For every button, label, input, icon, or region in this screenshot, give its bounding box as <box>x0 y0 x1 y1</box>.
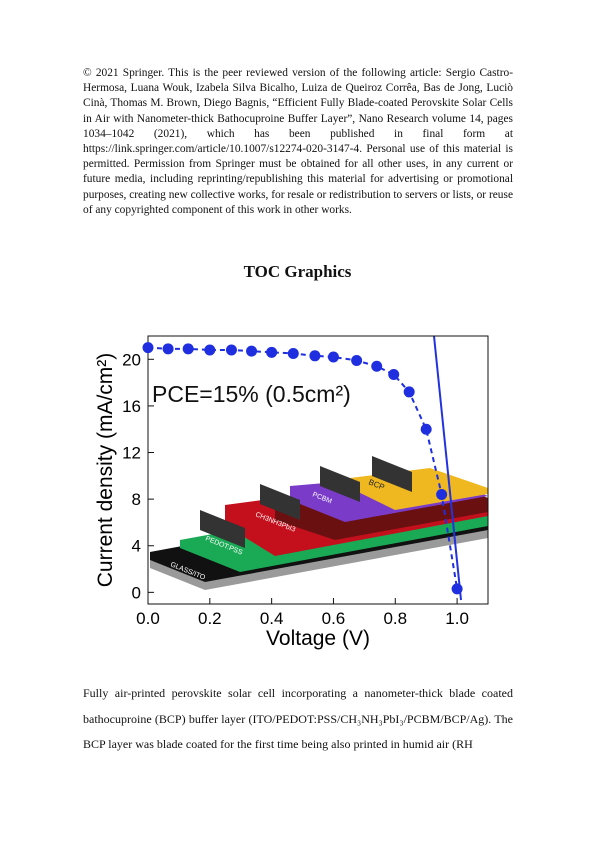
y-tick-label: 12 <box>122 444 141 463</box>
data-point <box>246 345 258 357</box>
x-tick-label: 0.8 <box>383 609 407 628</box>
y-tick-label: 8 <box>132 490 141 509</box>
x-axis-title: Voltage (V) <box>266 627 370 650</box>
data-point <box>420 423 432 435</box>
plot-frame <box>147 335 489 605</box>
data-point <box>142 342 154 354</box>
data-point <box>403 386 415 398</box>
data-point <box>451 583 463 595</box>
data-point <box>388 368 400 380</box>
data-point <box>225 344 237 356</box>
fit-line <box>433 335 462 601</box>
blade <box>320 466 360 502</box>
section-title: TOC Graphics <box>243 262 352 281</box>
data-point <box>162 343 174 355</box>
data-point <box>204 344 216 356</box>
blade <box>260 484 300 520</box>
data-line <box>147 346 459 590</box>
y-tick-label: 4 <box>132 537 141 556</box>
x-tick-label: 0.0 <box>136 609 160 628</box>
copyright-notice: © 2021 Springer. This is the peer review… <box>83 67 513 216</box>
y-tick-label: 16 <box>122 397 141 416</box>
y-tick-label: 20 <box>122 350 141 369</box>
caption: Fully air-printed perovskite solar cell … <box>83 686 513 751</box>
data-point <box>371 360 383 372</box>
x-tick-label: 0.2 <box>198 609 222 628</box>
blade <box>200 510 245 548</box>
blade <box>372 456 412 492</box>
data-point <box>327 351 339 363</box>
data-point <box>266 346 278 358</box>
data-point <box>351 354 363 366</box>
data-point <box>287 347 299 359</box>
data-point <box>436 488 448 500</box>
data-point <box>309 350 321 362</box>
annotation: PCE=15% (0.5cm²) <box>152 381 351 407</box>
x-tick-label: 0.6 <box>322 609 346 628</box>
data-point <box>182 343 194 355</box>
device-illustration: GLASS/ITO PEDOT:PSS CH3NH3PbI3 PCBM BCP <box>150 456 488 590</box>
y-tick-label: 0 <box>132 583 141 602</box>
x-tick-label: 1.0 <box>445 609 469 628</box>
y-axis-title: Current density (mA/cm²) <box>94 353 117 588</box>
x-tick-label: 0.4 <box>260 609 284 628</box>
